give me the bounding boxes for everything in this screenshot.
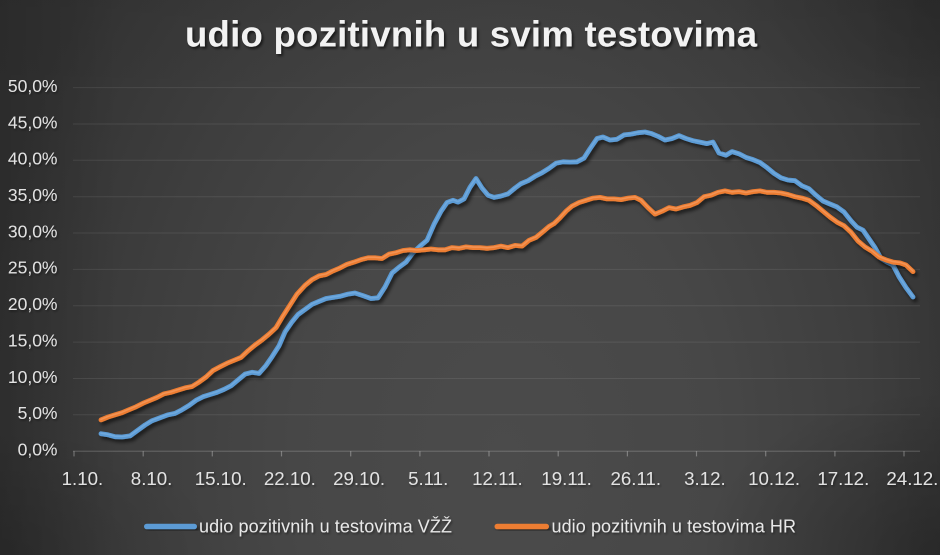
svg-text:30,0%: 30,0% (8, 221, 58, 241)
svg-text:24.12.: 24.12. (886, 468, 938, 489)
svg-text:12.11.: 12.11. (472, 468, 523, 489)
svg-text:45,0%: 45,0% (8, 112, 58, 132)
svg-text:5,0%: 5,0% (18, 403, 58, 423)
svg-text:17.12.: 17.12. (817, 468, 869, 489)
svg-text:35,0%: 35,0% (8, 185, 58, 205)
svg-text:10,0%: 10,0% (8, 367, 58, 387)
svg-text:29.10.: 29.10. (333, 468, 385, 489)
svg-text:26.11.: 26.11. (611, 468, 662, 489)
svg-text:udio pozitivnih u testovima HR: udio pozitivnih u testovima HR (552, 517, 797, 537)
svg-text:15,0%: 15,0% (8, 330, 58, 350)
svg-text:udio pozitivnih u svim testovi: udio pozitivnih u svim testovima (185, 14, 758, 55)
svg-text:25,0%: 25,0% (8, 258, 58, 278)
svg-text:3.12.: 3.12. (684, 468, 726, 489)
svg-text:40,0%: 40,0% (8, 149, 58, 169)
svg-text:0,0%: 0,0% (18, 440, 58, 460)
svg-text:5.11.: 5.11. (408, 468, 448, 489)
svg-text:22.10.: 22.10. (264, 468, 316, 489)
svg-text:50,0%: 50,0% (8, 76, 58, 96)
svg-text:udio pozitivnih u testovima VŽ: udio pozitivnih u testovima VŽŽ (199, 517, 452, 537)
svg-text:10.12.: 10.12. (748, 468, 800, 489)
svg-text:20,0%: 20,0% (8, 294, 58, 314)
svg-text:15.10.: 15.10. (195, 468, 247, 489)
svg-text:19.11.: 19.11. (541, 468, 592, 489)
svg-text:1.10.: 1.10. (62, 468, 104, 489)
svg-text:8.10.: 8.10. (131, 468, 173, 489)
